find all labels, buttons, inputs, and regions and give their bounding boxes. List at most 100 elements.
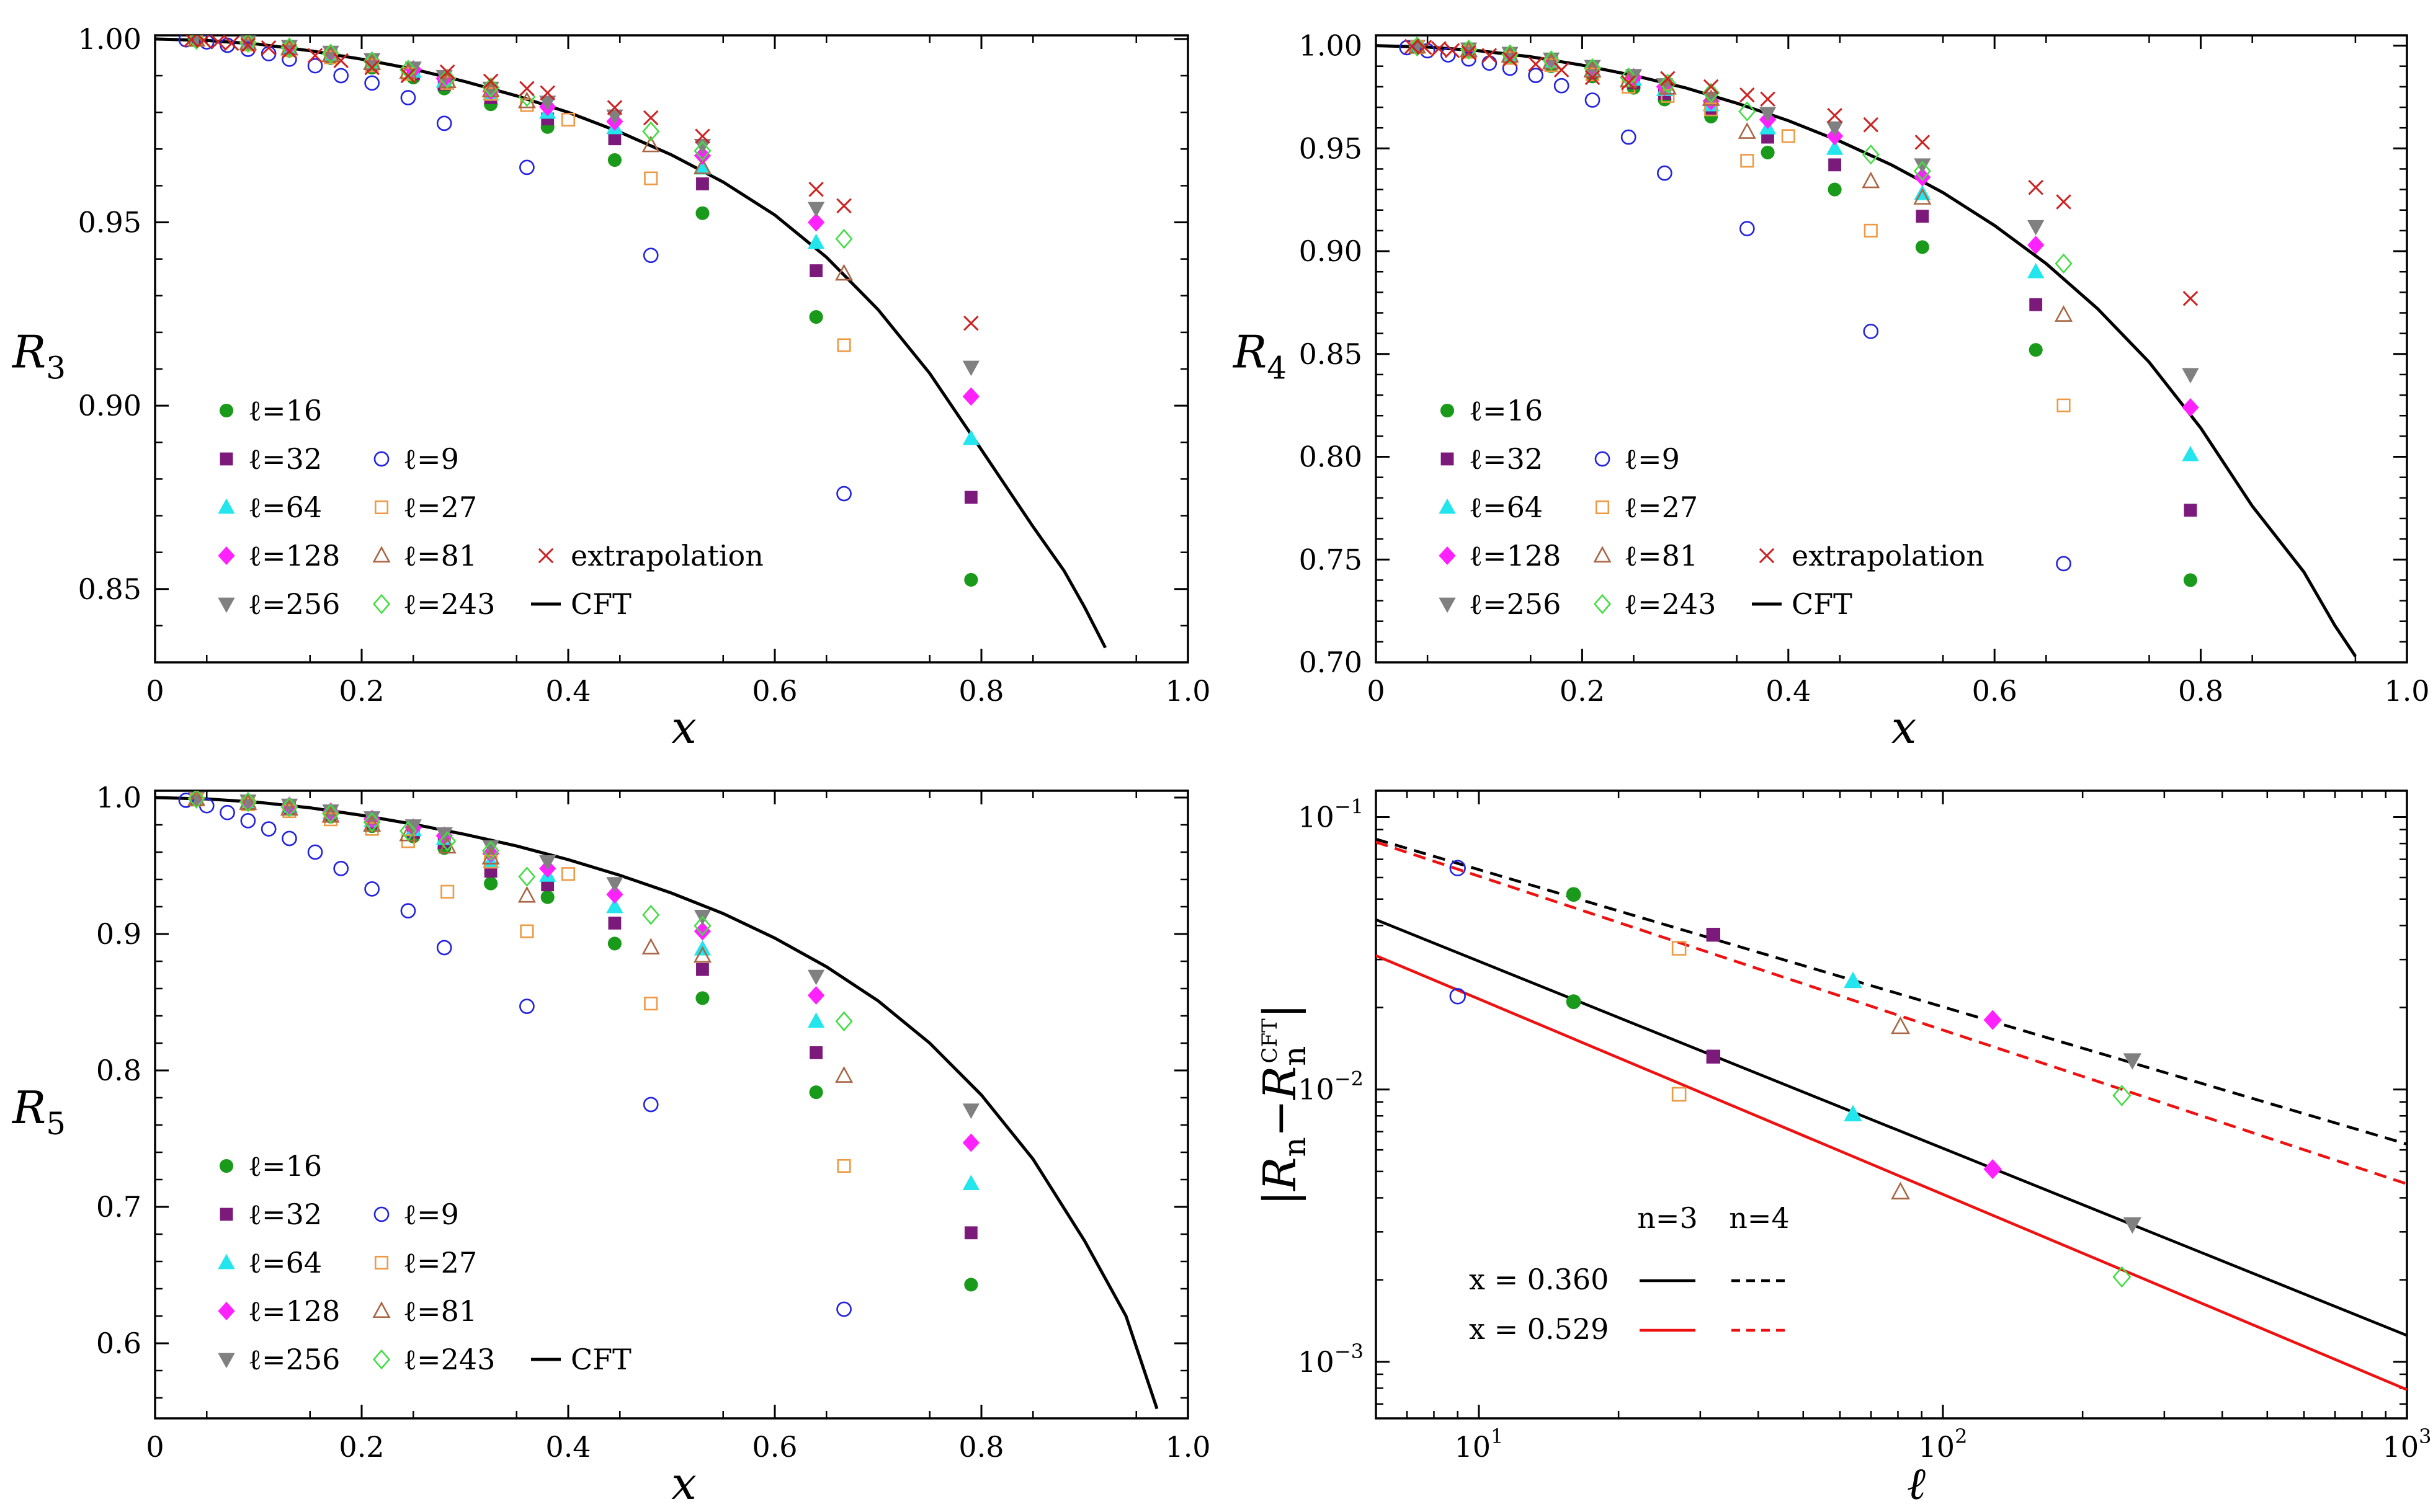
R5-legend-label-l27: ℓ=27 (403, 1246, 477, 1279)
diff-ytick-label-0: 10−3 (1298, 1340, 1364, 1379)
diff-ylabel-part-3: − (1254, 1100, 1306, 1137)
diff-ylabel-part-5: n (1277, 1046, 1313, 1066)
R4-extrap-point-1-b (1416, 39, 1432, 55)
R3-ytick-label-1: 0.90 (78, 389, 141, 422)
R3-legend-marker-l128 (218, 546, 235, 565)
R4-xtick-label-5: 1.0 (2384, 674, 2429, 708)
R4-l9-point-12 (1863, 323, 1879, 339)
R4-legend-label-cft: CFT (1792, 587, 1852, 621)
R3-extrap-point-2-b (210, 35, 226, 50)
R4-l9-point-9 (1620, 129, 1636, 145)
R5-l16-point-12 (964, 1278, 978, 1292)
R4-l9-point-13 (2056, 556, 2071, 572)
R4-legend-marker-l256 (1439, 597, 1456, 613)
R4-extrap-point-10-b (1620, 74, 1636, 91)
diff-point-3 (1671, 941, 1687, 956)
R5-l243-point-11 (835, 1011, 853, 1032)
R4-l243-point-3 (1542, 50, 1560, 71)
R4-extrap-point-6-b (1502, 51, 1518, 67)
R4-extrap-point-14-b (1760, 91, 1775, 107)
R5-ylabel: R5 (11, 1082, 66, 1142)
R5-ytick-label-2: 0.8 (96, 1054, 141, 1087)
R3-l9-point-13 (836, 486, 852, 502)
diff-xtick-exp-2: 3 (2419, 1425, 2431, 1448)
diff-xtick-base-1: 10 (1919, 1430, 1955, 1464)
R3-l243-point-0 (187, 35, 205, 50)
R3-ylabel: R3 (11, 326, 66, 386)
R4-extrap-point-13-b (1739, 87, 1755, 103)
R4-ytick-label-1: 0.75 (1299, 543, 1362, 576)
R3-l16-point-11 (809, 310, 823, 324)
R4-extrap-point-16 (1863, 117, 1879, 133)
R3-legend: ℓ=16 ℓ=32 ℓ=64 ℓ=128 ℓ=256 ℓ=9 ℓ=27 ℓ=81 ℓ=243 ex… (218, 394, 764, 621)
R4-l32-point-9 (1828, 158, 1841, 172)
R4-legend-marker-l243 (1593, 594, 1612, 615)
R5-l243-point-2 (280, 797, 298, 817)
R5-ytick-label-1: 0.7 (96, 1190, 141, 1224)
R5-l27-point-11 (837, 1158, 851, 1173)
R3-extrap-point-13-b (519, 81, 535, 96)
R3-extrap-point-19-b (836, 198, 852, 214)
R3-legend-label-l64: ℓ=64 (248, 491, 322, 524)
R4-ytick-label-4: 0.90 (1299, 234, 1362, 268)
diff-ytick-label-2: 10−1 (1298, 795, 1364, 834)
R4-l32-point-10 (1916, 210, 1929, 223)
R3-legend-marker-l243 (372, 594, 391, 615)
R3-l243-point-4 (363, 51, 381, 72)
diff-ylabel-part-0: | (1254, 1191, 1306, 1206)
R4-l64-point-9 (1826, 140, 1844, 155)
R3-legend-marker-l256 (218, 597, 235, 613)
R5-l64-point-12 (962, 1175, 980, 1190)
R3-l243-point-7 (482, 77, 500, 98)
R4-l64-point-10 (1914, 184, 1931, 200)
R4-ylabel-sub: 4 (1267, 350, 1287, 386)
R4-l243-point-0 (1408, 36, 1426, 57)
diff-xtick-label-0: 101 (1454, 1425, 1503, 1464)
R4-l27-point-8 (1740, 154, 1754, 168)
diff-ytick-base-2: 10 (1298, 801, 1334, 834)
R3-l128-point-11 (807, 213, 825, 232)
R3-legend-label-l32: ℓ=32 (248, 442, 322, 476)
R5-l9-point-4 (261, 821, 277, 837)
R3-legend-marker-l16 (219, 403, 234, 418)
R4-extrap-point-9 (1584, 69, 1600, 86)
R4-xtick-label-4: 0.8 (2178, 674, 2223, 708)
diff-line-3 (1376, 840, 2407, 1186)
R4-extrap-point-3-b (1444, 43, 1460, 58)
R3-l16-point-12 (964, 572, 978, 587)
R5-l32-point-11 (810, 1046, 823, 1059)
R3-extrapolation (184, 35, 979, 331)
R5-legend-label-l128: ℓ=128 (248, 1294, 340, 1328)
R5-ytick-label-4: 1.0 (96, 781, 141, 814)
R3-legend-label-l16: ℓ=16 (248, 394, 322, 427)
R5-legend-label-l256: ℓ=256 (248, 1343, 340, 1376)
R4-l128-point-12 (2182, 398, 2199, 417)
R4-l9-point-10 (1657, 165, 1672, 181)
R5-data (155, 791, 1159, 1410)
R3-l9-point-10 (436, 115, 452, 131)
R5-l9-point-13 (836, 1301, 852, 1317)
R5-l27-point-6 (440, 884, 455, 899)
R4-xlabel: x (1891, 701, 1917, 754)
R3-extrap-point-11-b (439, 64, 455, 80)
diff-ylabel-part-6: CFT (1257, 1018, 1282, 1064)
R5-l27-point-8 (520, 924, 534, 938)
R5-legend-label-cft: CFT (571, 1343, 632, 1376)
R3-l9-point-11 (519, 159, 535, 176)
R4-l9-point-8 (1584, 92, 1600, 108)
R3-extrap-point-1-b (195, 35, 210, 48)
R5-legend-marker-l64 (218, 1253, 235, 1270)
R4-extrap-point-5-b (1481, 48, 1498, 63)
R5-l9-point-7 (333, 861, 349, 876)
R4-ylabel: R4 (1232, 326, 1287, 386)
R4-l16-point-12 (2183, 573, 2198, 587)
R3-l27-point-10 (644, 171, 658, 185)
R3-extrap-point-19 (836, 198, 852, 214)
R4-legend-marker-l32 (1440, 452, 1454, 466)
R4-l81-point-10 (1913, 188, 1932, 205)
R4-l128-point-11 (2027, 236, 2045, 255)
R3-xtick-label-5: 1.0 (1165, 674, 1210, 708)
R3-extrap-point-20 (963, 315, 979, 331)
R3-series-l32 (190, 35, 978, 504)
